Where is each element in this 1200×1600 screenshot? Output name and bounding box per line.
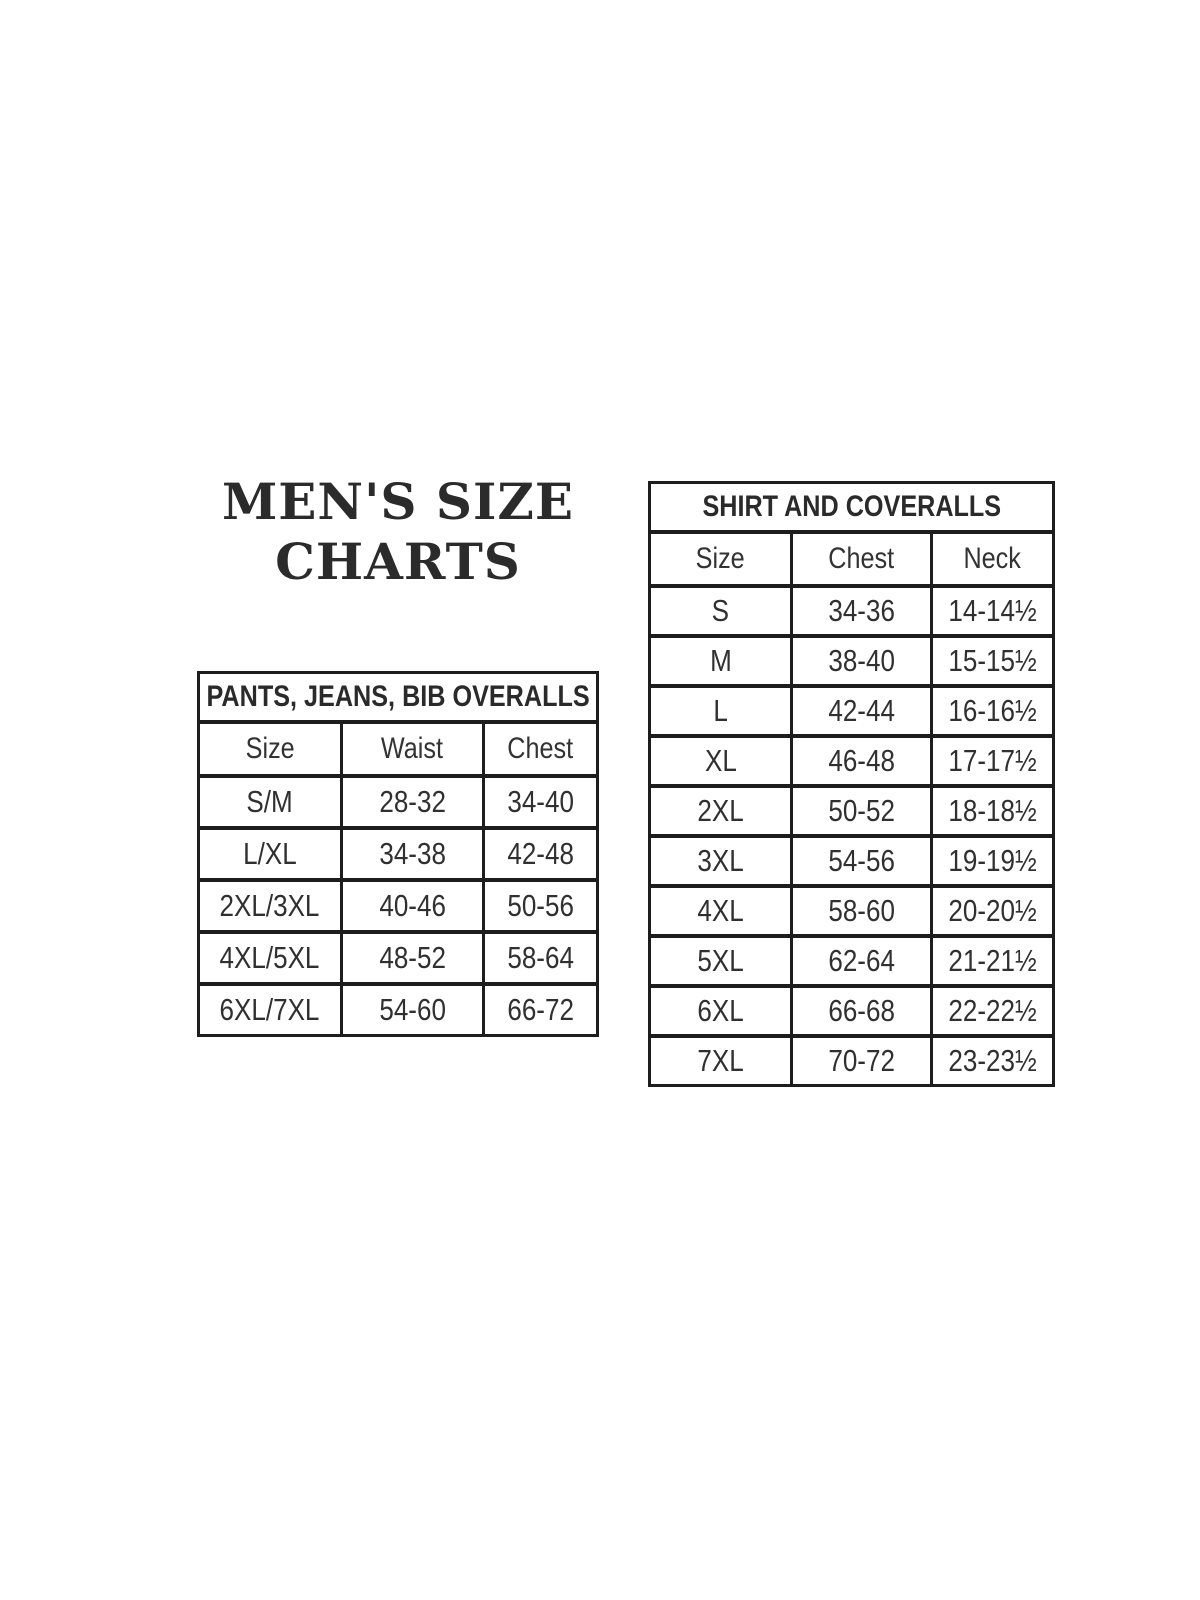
cell-chest: 50-52 [793,788,933,834]
table-row: 3XL 54-56 19-19½ [651,838,1052,888]
cell-chest: 66-68 [793,988,933,1034]
table-row: XL 46-48 17-17½ [651,738,1052,788]
table-row: L/XL 34-38 42-48 [200,830,596,882]
pants-table-title: PANTS, JEANS, BIB OVERALLS [206,680,590,713]
cell-size: 2XL/3XL [200,882,343,930]
cell-size: 4XL/5XL [200,934,343,982]
cell-size: 4XL [651,888,794,934]
column-header-chest: Chest [507,732,574,765]
table-header-row: Size Waist Chest [200,724,596,778]
cell-neck: 15-15½ [948,643,1037,678]
cell-neck: 19-19½ [948,843,1037,878]
column-header-size: Size [651,534,794,584]
cell-size: 7XL [651,1038,794,1084]
cell-waist: 54-60 [343,986,486,1034]
cell-size: 5XL [651,938,794,984]
cell-size: XL [651,738,794,784]
column-header-neck: Neck [963,542,1022,575]
table-header-row: Size Chest Neck [651,534,1052,588]
cell-waist: 40-46 [343,882,486,930]
table-row: M 38-40 15-15½ [651,638,1052,688]
cell-neck: 22-22½ [948,993,1037,1028]
page-title-line1: MEN'S SIZE [221,472,575,531]
page-title: MEN'S SIZE CHARTS [168,472,628,592]
cell-size: S [651,588,794,634]
table-row: 5XL 62-64 21-21½ [651,938,1052,988]
table-row: S/M 28-32 34-40 [200,778,596,830]
page-title-line2: CHARTS [275,532,521,591]
shirt-and-coveralls-table: SHIRT AND COVERALLS Size Chest Neck S 34… [648,481,1055,1087]
cell-waist: 34-38 [343,830,486,878]
cell-chest: 34-40 [507,784,574,819]
table-title-row: SHIRT AND COVERALLS [651,484,1052,534]
cell-chest: 58-64 [507,940,574,975]
table-row: 4XL/5XL 48-52 58-64 [200,934,596,986]
cell-waist: 28-32 [343,778,486,826]
cell-neck: 16-16½ [948,693,1037,728]
cell-size: 6XL [651,988,794,1034]
column-header-chest: Chest [793,534,933,584]
cell-neck: 18-18½ [948,793,1037,828]
table-row: S 34-36 14-14½ [651,588,1052,638]
cell-chest: 42-48 [507,836,574,871]
cell-neck: 23-23½ [948,1043,1037,1078]
cell-chest: 62-64 [793,938,933,984]
cell-size: L/XL [200,830,343,878]
table-row: 2XL/3XL 40-46 50-56 [200,882,596,934]
cell-chest: 58-60 [793,888,933,934]
pants-jeans-bib-overalls-table: PANTS, JEANS, BIB OVERALLS Size Waist Ch… [197,671,599,1037]
cell-chest: 54-56 [793,838,933,884]
table-title-row: PANTS, JEANS, BIB OVERALLS [200,674,596,724]
cell-neck: 20-20½ [948,893,1037,928]
cell-chest: 66-72 [507,992,574,1027]
cell-size: 3XL [651,838,794,884]
table-row: 4XL 58-60 20-20½ [651,888,1052,938]
column-header-size: Size [200,724,343,774]
table-row: L 42-44 16-16½ [651,688,1052,738]
cell-size: L [651,688,794,734]
cell-chest: 70-72 [793,1038,933,1084]
cell-size: 6XL/7XL [200,986,343,1034]
table-row: 6XL 66-68 22-22½ [651,988,1052,1038]
cell-size: 2XL [651,788,794,834]
cell-chest: 34-36 [793,588,933,634]
table-row: 7XL 70-72 23-23½ [651,1038,1052,1084]
column-header-waist: Waist [343,724,486,774]
shirt-table-title: SHIRT AND COVERALLS [702,490,1001,523]
cell-neck: 14-14½ [948,593,1037,628]
table-row: 2XL 50-52 18-18½ [651,788,1052,838]
cell-waist: 48-52 [343,934,486,982]
table-row: 6XL/7XL 54-60 66-72 [200,986,596,1034]
cell-chest: 50-56 [507,888,574,923]
cell-size: S/M [200,778,343,826]
cell-neck: 21-21½ [948,943,1037,978]
cell-neck: 17-17½ [948,743,1037,778]
cell-chest: 46-48 [793,738,933,784]
cell-size: M [651,638,794,684]
cell-chest: 38-40 [793,638,933,684]
cell-chest: 42-44 [793,688,933,734]
